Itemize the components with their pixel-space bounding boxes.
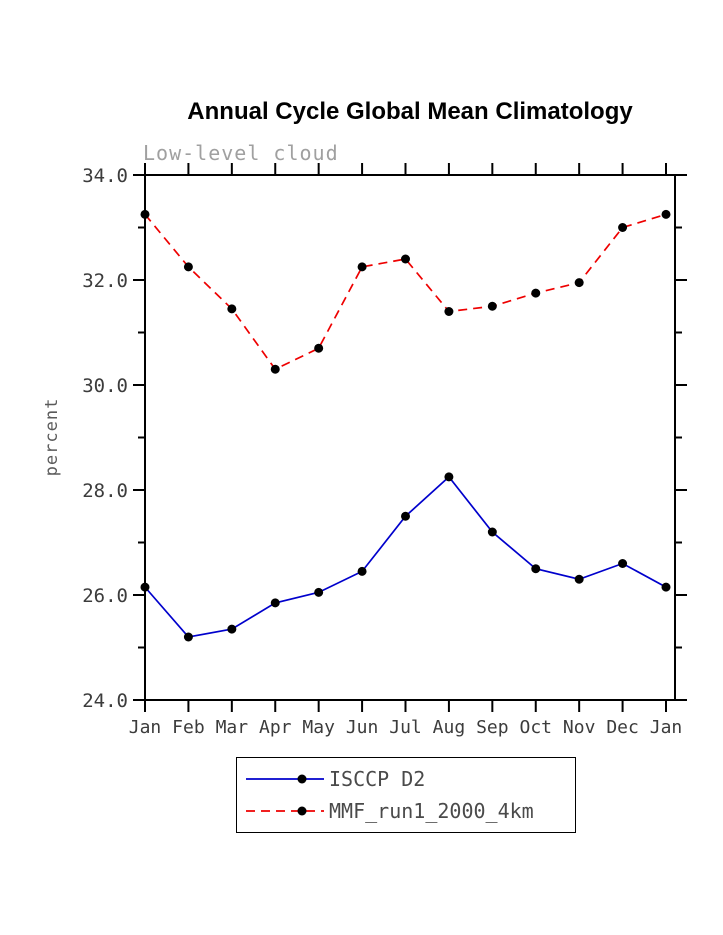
series-1-marker [661,209,671,219]
chart-title: Annual Cycle Global Mean Climatology [187,98,633,125]
chart-subtitle: Low-level cloud [143,141,339,165]
x-tick-label: Jul [389,717,422,738]
x-tick-label: Aug [433,717,466,738]
x-tick-label: Nov [563,717,596,738]
x-tick-label: Feb [172,717,205,738]
series-0-marker [314,587,324,597]
series-1-marker [401,254,410,264]
y-tick-label: 32.0 [82,270,128,292]
series-1-marker [444,307,454,316]
series-line-1 [144,213,667,371]
series-1-marker [531,288,541,298]
x-tick-label: Jun [346,717,379,738]
legend-item-isccp-d2: ISCCP D2 [245,767,575,791]
series-1-marker [314,343,324,353]
series-0-marker [183,632,193,642]
legend-line-sample-solid [246,774,324,784]
x-tick-label: Jan [129,717,162,738]
y-tick-label: 30.0 [82,375,128,397]
series-1-marker [357,262,367,272]
series-1-marker [487,301,497,311]
legend-item-mmf-run1: MMF_run1_2000_4km [245,799,575,823]
series-1-marker [618,223,628,232]
legend-label-isccp-d2: ISCCP D2 [329,766,426,791]
series-0-marker [444,472,454,482]
series-0-marker [531,564,541,574]
y-tick-label: 28.0 [82,480,128,502]
series-1-marker [183,262,193,272]
x-tick-label: Dec [606,717,639,738]
series-line-0 [144,475,667,638]
x-tick-label: Sep [476,717,509,738]
y-tick-label: 26.0 [82,585,128,607]
x-tick-label: Mar [216,717,249,738]
legend-line-sample-dashed [246,806,324,816]
x-tick-label: Apr [259,717,292,738]
series-1-marker [227,304,237,314]
series-1-marker [574,278,584,288]
series-0-marker [140,582,150,592]
y-tick-label: 24.0 [82,690,128,712]
legend-label-mmf-run1: MMF_run1_2000_4km [329,799,534,824]
series-0-marker [618,559,628,568]
series-0-marker [574,574,584,584]
series-0-marker [487,527,497,537]
x-tick-label: Jan [650,717,683,738]
series-0-marker [227,624,237,634]
series-1-marker [140,209,150,219]
legend-marker-dot [297,774,307,784]
x-tick-label: Oct [519,717,552,738]
series-0-marker [270,598,280,608]
series-1-marker [270,364,280,374]
series-0-marker [357,566,367,576]
legend-marker-dot [297,806,307,816]
y-tick-label: 34.0 [82,165,128,187]
series-0-marker [401,511,410,521]
plot-box [144,174,676,701]
series-0-marker [661,582,671,592]
x-tick-label: May [302,717,335,738]
legend: ISCCP D2 MMF_run1_2000_4km [236,757,576,833]
